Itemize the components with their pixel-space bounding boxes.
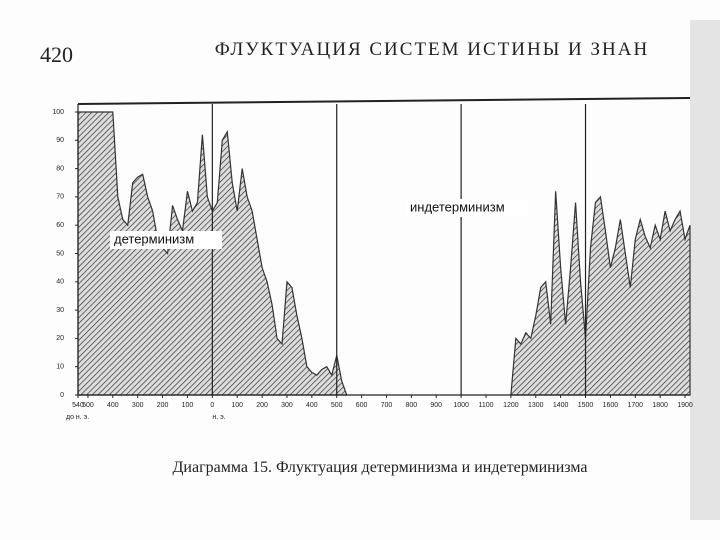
x-tick-label: 600: [356, 402, 368, 409]
x-tick-label: 200: [256, 402, 268, 409]
x-tick-label: 1600: [603, 402, 619, 409]
x-tick-label: 200: [157, 402, 169, 409]
x-tick-label: 500: [331, 402, 343, 409]
x-tick-label: 300: [281, 402, 293, 409]
x-tick-label: 1700: [627, 402, 643, 409]
x-tick-label: 1300: [528, 402, 544, 409]
y-tick-label: 10: [56, 364, 64, 371]
y-tick-label: 70: [56, 194, 64, 201]
y-tick-label: 100: [52, 109, 64, 116]
x-tick-label: 1100: [478, 402, 493, 409]
y-tick-label: 60: [56, 222, 64, 229]
scan-edge: [690, 20, 720, 520]
x-tick-label: 1900: [677, 402, 693, 409]
x-tick-label: 1800: [652, 402, 668, 409]
x-tick-label: 1200: [503, 402, 519, 409]
series-label-box: [406, 199, 528, 217]
running-head: ФЛУКТУАЦИЯ СИСТЕМ ИСТИНЫ И ЗНАН: [215, 39, 649, 60]
series-label-box: [110, 231, 222, 249]
y-tick-label: 30: [56, 307, 64, 314]
y-tick-label: 80: [56, 165, 64, 172]
y-tick-label: 40: [56, 279, 64, 286]
x-tick-label: 300: [132, 402, 144, 409]
caption: Диаграмма 15. Флуктуация детерминизма и …: [173, 459, 588, 476]
era-label: н. э.: [212, 414, 225, 421]
x-tick-label: 1000: [453, 402, 469, 409]
x-tick-label: 800: [406, 402, 418, 409]
y-tick-label: 90: [56, 137, 64, 144]
x-tick-label: 0: [210, 402, 214, 409]
area: [510, 191, 691, 396]
x-tick-label: 1500: [578, 402, 594, 409]
series-label: детерминизм: [114, 231, 194, 246]
x-tick-label: 900: [430, 402, 442, 409]
y-tick-label: 20: [56, 335, 64, 342]
x-tick-label: 100: [182, 402, 194, 409]
x-tick-label: 540: [72, 402, 84, 409]
y-tick-label: 50: [56, 250, 64, 257]
x-tick-label: 700: [381, 402, 393, 409]
era-label: до н. э.: [66, 414, 89, 421]
page-number: 420: [40, 42, 73, 67]
y-tick-label: 0: [60, 392, 64, 399]
x-tick-label: 500: [82, 402, 94, 409]
header-rule: [77, 97, 691, 105]
x-tick-label: 400: [306, 402, 318, 409]
x-tick-label: 100: [231, 402, 243, 409]
x-tick-label: 1400: [553, 402, 569, 409]
series-label: индетерминизм: [410, 199, 505, 214]
x-tick-label: 400: [107, 402, 119, 409]
